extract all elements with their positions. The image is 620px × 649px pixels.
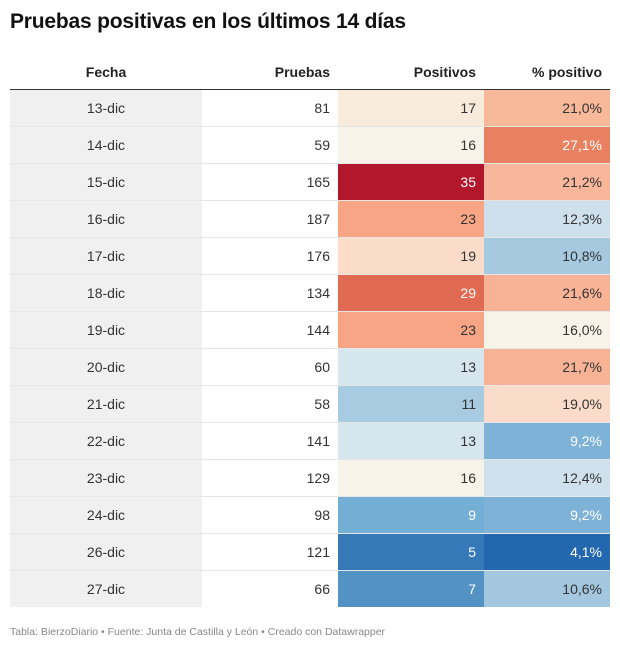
table-row: 21-dic 58 11 19,0% — [10, 385, 610, 423]
table-row: 20-dic 60 13 21,7% — [10, 348, 610, 386]
cell-pruebas: 60 — [202, 348, 338, 386]
cell-pct-positivo: 27,1% — [484, 126, 610, 164]
cell-positivos: 17 — [338, 89, 484, 127]
cell-pruebas: 187 — [202, 200, 338, 238]
cell-pruebas: 98 — [202, 496, 338, 534]
cell-positivos: 16 — [338, 126, 484, 164]
cell-fecha: 21-dic — [10, 385, 202, 423]
cell-pruebas: 165 — [202, 163, 338, 201]
chart-title: Pruebas positivas en los últimos 14 días — [10, 10, 406, 33]
cell-pct-positivo: 9,2% — [484, 496, 610, 534]
cell-pruebas: 58 — [202, 385, 338, 423]
cell-pruebas: 134 — [202, 274, 338, 312]
cell-pruebas: 121 — [202, 533, 338, 571]
table-row: 14-dic 59 16 27,1% — [10, 126, 610, 164]
cell-fecha: 23-dic — [10, 459, 202, 497]
cell-pruebas: 176 — [202, 237, 338, 275]
data-table: Fecha Pruebas Positivos % positivo 13-di… — [10, 54, 610, 607]
cell-positivos: 23 — [338, 200, 484, 238]
table-row: 24-dic 98 9 9,2% — [10, 496, 610, 534]
cell-positivos: 9 — [338, 496, 484, 534]
cell-fecha: 22-dic — [10, 422, 202, 460]
cell-pct-positivo: 4,1% — [484, 533, 610, 571]
cell-fecha: 18-dic — [10, 274, 202, 312]
cell-positivos: 19 — [338, 237, 484, 275]
cell-pct-positivo: 12,3% — [484, 200, 610, 238]
cell-positivos: 35 — [338, 163, 484, 201]
cell-fecha: 26-dic — [10, 533, 202, 571]
table-row: 16-dic 187 23 12,3% — [10, 200, 610, 238]
table-row: 26-dic 121 5 4,1% — [10, 533, 610, 571]
table-row: 18-dic 134 29 21,6% — [10, 274, 610, 312]
table-row: 17-dic 176 19 10,8% — [10, 237, 610, 275]
cell-positivos: 13 — [338, 348, 484, 386]
cell-pct-positivo: 21,0% — [484, 89, 610, 127]
cell-pct-positivo: 21,7% — [484, 348, 610, 386]
cell-positivos: 23 — [338, 311, 484, 349]
cell-pct-positivo: 16,0% — [484, 311, 610, 349]
cell-fecha: 19-dic — [10, 311, 202, 349]
cell-pct-positivo: 21,2% — [484, 163, 610, 201]
cell-pruebas: 66 — [314, 581, 330, 597]
column-header-fecha[interactable]: Fecha — [10, 54, 202, 90]
cell-pruebas: 141 — [202, 422, 338, 460]
cell-fecha: 14-dic — [10, 126, 202, 164]
cell-fecha: 24-dic — [10, 496, 202, 534]
cell-positivos: 29 — [338, 274, 484, 312]
table-row: 27-dic 66 7 10,6% — [10, 570, 610, 607]
cell-pct-positivo: 21,6% — [484, 274, 610, 312]
cell-pct-positivo: 9,2% — [484, 422, 610, 460]
table-row: 19-dic 144 23 16,0% — [10, 311, 610, 349]
column-header-pruebas[interactable]: Pruebas — [202, 54, 338, 90]
cell-pct-positivo: 10,6% — [484, 570, 610, 607]
cell-positivos: 16 — [338, 459, 484, 497]
cell-pruebas: 81 — [202, 89, 338, 127]
cell-fecha: 15-dic — [10, 163, 202, 201]
cell-pct-positivo: 19,0% — [484, 385, 610, 423]
cell-fecha: 27-dic — [10, 570, 202, 607]
cell-fecha: 20-dic — [10, 348, 202, 386]
column-header-pct-positivo[interactable]: % positivo — [484, 54, 610, 90]
table-row: 23-dic 129 16 12,4% — [10, 459, 610, 497]
table-row: 15-dic 165 35 21,2% — [10, 163, 610, 201]
header-row: Fecha Pruebas Positivos % positivo — [10, 54, 610, 90]
cell-positivos: 7 — [338, 570, 484, 607]
cell-fecha: 13-dic — [10, 89, 202, 127]
cell-positivos: 13 — [338, 422, 484, 460]
cell-positivos: 11 — [338, 385, 484, 423]
cell-fecha: 16-dic — [10, 200, 202, 238]
table-row: 13-dic 81 17 21,0% — [10, 89, 610, 127]
cell-pct-positivo: 12,4% — [484, 459, 610, 497]
cell-fecha: 17-dic — [10, 237, 202, 275]
cell-pruebas: 59 — [202, 126, 338, 164]
table-row: 22-dic 141 13 9,2% — [10, 422, 610, 460]
footer-credits: Tabla: BierzoDiario • Fuente: Junta de C… — [10, 626, 386, 638]
cell-pct-positivo: 10,8% — [484, 237, 610, 275]
cell-pruebas: 144 — [202, 311, 338, 349]
column-header-positivos[interactable]: Positivos — [338, 54, 484, 90]
cell-pruebas: 129 — [202, 459, 338, 497]
cell-positivos: 5 — [338, 533, 484, 571]
